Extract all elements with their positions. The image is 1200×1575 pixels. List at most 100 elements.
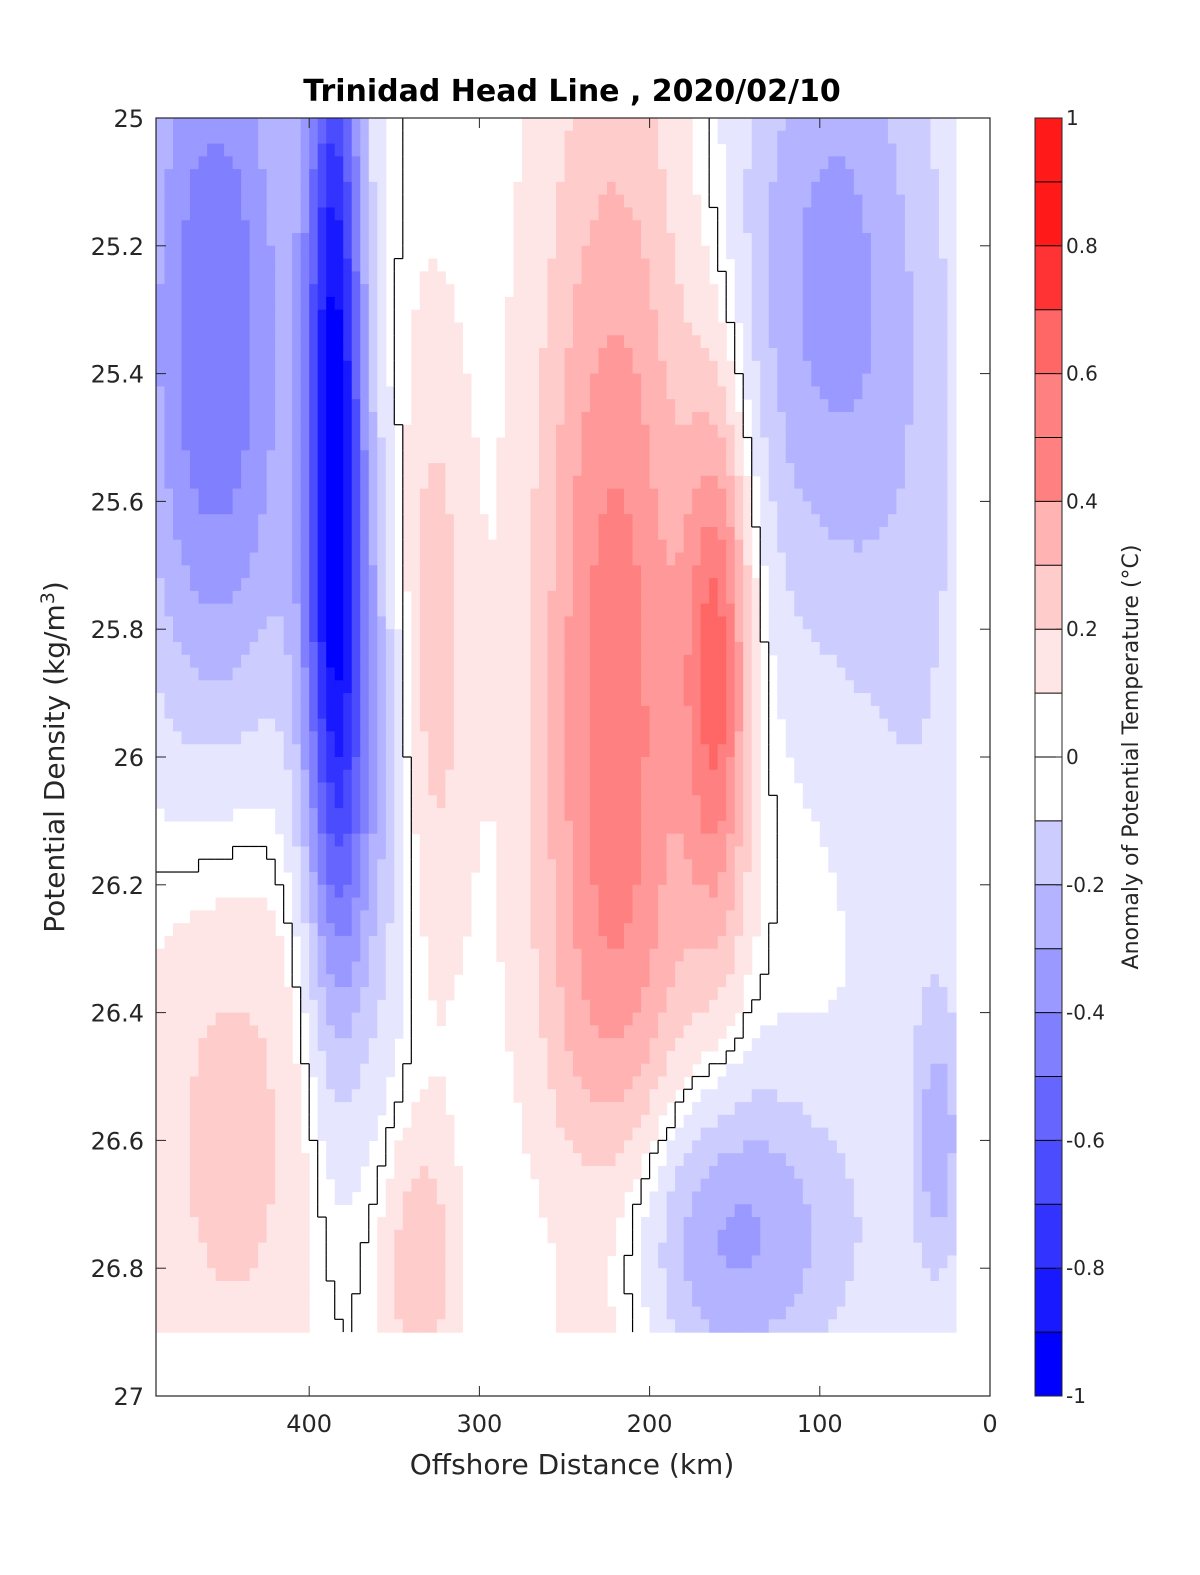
heatmap-cell [156, 590, 166, 605]
heatmap-cell [453, 718, 463, 733]
heatmap-cell [794, 463, 804, 477]
heatmap-cell [309, 156, 319, 170]
heatmap-cell [607, 808, 617, 822]
heatmap-cell [573, 463, 583, 477]
heatmap-cell [224, 680, 234, 694]
heatmap-cell [385, 705, 395, 720]
heatmap-cell [232, 207, 242, 221]
heatmap-cell [862, 846, 872, 860]
heatmap-cell [896, 156, 906, 170]
heatmap-cell [768, 603, 778, 618]
heatmap-cell [862, 565, 872, 579]
heatmap-cell [564, 667, 574, 681]
heatmap-cell [709, 782, 719, 796]
heatmap-cell [836, 194, 846, 209]
heatmap-cell [428, 680, 438, 694]
heatmap-cell [309, 514, 319, 528]
heatmap-cell [249, 629, 259, 643]
heatmap-cell [530, 641, 540, 656]
heatmap-cell [538, 641, 549, 656]
heatmap-cell [360, 820, 370, 835]
heatmap-cell [334, 526, 344, 541]
heatmap-cell [819, 233, 829, 247]
heatmap-cell [777, 411, 787, 426]
heatmap-cell [683, 641, 693, 656]
heatmap-cell [445, 450, 455, 464]
heatmap-cell [343, 693, 353, 707]
heatmap-cell [266, 718, 276, 733]
heatmap-cell [921, 526, 932, 541]
heatmap-cell [641, 118, 651, 132]
heatmap-cell [734, 258, 744, 272]
heatmap-cell [666, 769, 676, 784]
heatmap-cell [198, 539, 208, 554]
heatmap-cell [726, 143, 736, 157]
heatmap-cell [283, 399, 293, 413]
heatmap-cell [232, 258, 242, 272]
heatmap-cell [887, 603, 897, 618]
heatmap-cell [428, 501, 438, 515]
heatmap-cell [513, 769, 523, 784]
heatmap-cell [232, 578, 242, 592]
heatmap-cell [896, 488, 906, 502]
heatmap-cell [530, 220, 540, 234]
heatmap-cell [675, 399, 685, 413]
heatmap-cell [743, 475, 753, 490]
heatmap-cell [930, 757, 940, 771]
heatmap-cell [164, 769, 174, 784]
heatmap-cell [445, 782, 455, 796]
heatmap-cell [717, 514, 727, 528]
heatmap-cell [190, 245, 200, 260]
heatmap-cell [887, 731, 897, 745]
heatmap-cell [862, 552, 872, 566]
heatmap-cell [394, 846, 404, 860]
heatmap-cell [751, 194, 761, 209]
heatmap-cell [258, 258, 268, 272]
heatmap-cell [632, 258, 642, 272]
heatmap-cell [377, 169, 387, 183]
heatmap-cell [385, 501, 395, 515]
heatmap-cell [666, 463, 676, 477]
heatmap-cell [692, 769, 702, 784]
heatmap-cell [555, 386, 566, 400]
heatmap-cell [726, 552, 736, 566]
heatmap-cell [836, 360, 846, 375]
heatmap-cell [913, 616, 923, 630]
heatmap-cell [590, 654, 600, 669]
heatmap-cell [173, 744, 183, 758]
heatmap-cell [811, 603, 821, 618]
heatmap-cell [913, 846, 923, 860]
heatmap-cell [913, 271, 923, 285]
heatmap-cell [590, 820, 600, 835]
heatmap-cell [879, 335, 889, 349]
heatmap-cell [513, 795, 523, 809]
heatmap-cell [785, 271, 795, 285]
heatmap-cell [683, 616, 693, 630]
heatmap-cell [411, 705, 421, 720]
heatmap-cell [632, 360, 642, 375]
heatmap-cell [904, 757, 915, 771]
heatmap-cell [709, 296, 719, 311]
heatmap-cell [683, 322, 693, 336]
heatmap-cell [266, 565, 276, 579]
heatmap-cell [819, 475, 829, 490]
heatmap-cell [513, 386, 523, 400]
heatmap-cell [751, 118, 761, 132]
heatmap-cell [777, 680, 787, 694]
heatmap-cell [462, 373, 472, 387]
heatmap-cell [726, 565, 736, 579]
heatmap-cell [683, 373, 693, 387]
heatmap-cell [521, 322, 532, 336]
heatmap-cell [343, 846, 353, 860]
heatmap-cell [802, 782, 812, 796]
heatmap-cell [658, 399, 668, 413]
heatmap-cell [683, 667, 693, 681]
heatmap-cell [334, 744, 344, 758]
heatmap-cell [675, 258, 685, 272]
heatmap-cell [726, 705, 736, 720]
heatmap-cell [436, 667, 446, 681]
heatmap-cell [879, 488, 889, 502]
heatmap-cell [164, 169, 174, 183]
heatmap-cell [896, 718, 906, 733]
